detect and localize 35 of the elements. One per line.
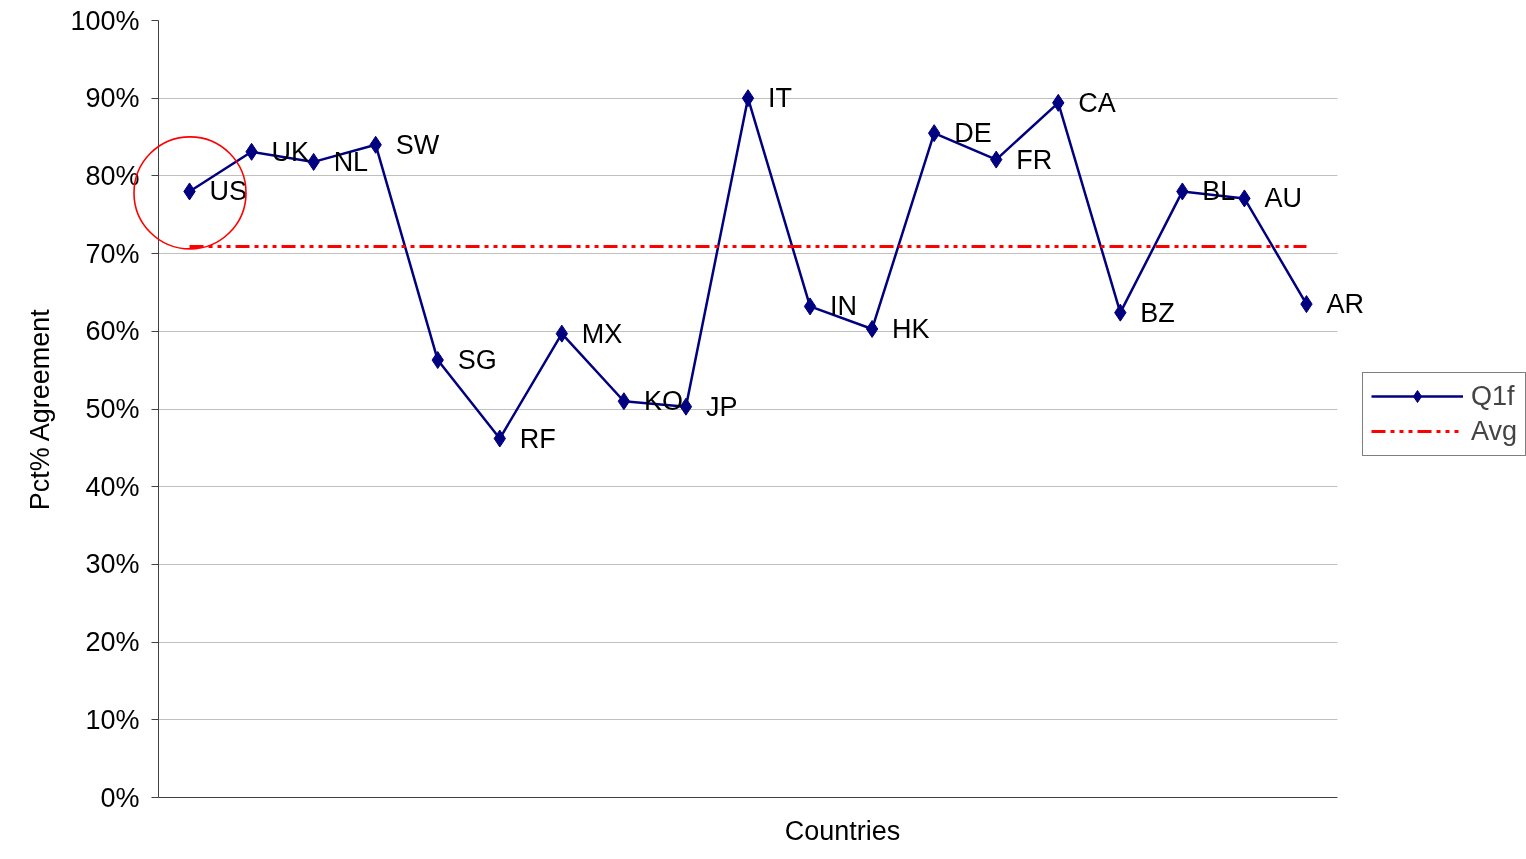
y-tick-label: 20% — [85, 627, 140, 658]
data-label: SW — [395, 129, 440, 160]
y-tick-label: 40% — [85, 471, 140, 502]
y-tick-label: 60% — [85, 316, 140, 347]
legend-label: Avg — [1471, 415, 1518, 447]
y-tick-label: 30% — [85, 549, 140, 580]
legend-label: Q1f — [1471, 380, 1515, 412]
data-label: NL — [333, 146, 369, 177]
data-label: RF — [519, 423, 556, 454]
data-label: JP — [705, 391, 738, 422]
data-label: MX — [581, 318, 623, 349]
data-label: AU — [1264, 183, 1302, 214]
data-label: AR — [1326, 289, 1364, 320]
data-label: FR — [1016, 144, 1053, 175]
point — [803, 297, 817, 316]
point — [555, 324, 569, 343]
y-tick-label: 70% — [85, 238, 140, 269]
x-axis-title: Countries — [784, 815, 901, 846]
y-tick-label: 90% — [85, 83, 140, 114]
y-tick-label: 10% — [85, 704, 140, 735]
data-label: HK — [892, 313, 930, 344]
data-label: SG — [457, 345, 497, 376]
point — [617, 392, 631, 411]
y-axis-title: Pct% Agreement — [25, 308, 56, 511]
data-label: DE — [954, 118, 992, 149]
point — [927, 124, 941, 143]
y-tick-label: 100% — [70, 5, 140, 36]
point — [865, 319, 879, 338]
data-label: CA — [1078, 87, 1116, 118]
y-tick-label: 0% — [100, 782, 140, 813]
data-label: IT — [768, 83, 792, 114]
y-tick-label: 50% — [85, 394, 140, 424]
data-label: BZ — [1140, 297, 1175, 328]
data-label: IN — [830, 291, 858, 322]
point — [741, 89, 755, 108]
